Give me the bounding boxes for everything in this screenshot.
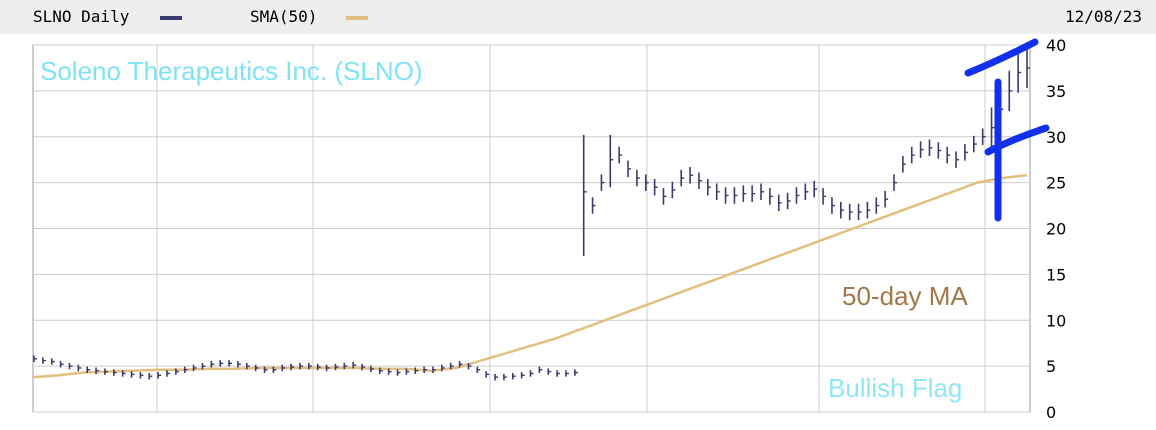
sma-series bbox=[33, 174, 1028, 379]
y-tick-label: 15 bbox=[1046, 265, 1066, 284]
y-tick-label: 0 bbox=[1046, 403, 1056, 422]
chart-title-annotation: Soleno Therapeutics Inc. (SLNO) bbox=[40, 56, 422, 86]
chart-header-bar bbox=[0, 0, 1156, 34]
pattern-annotation: Bullish Flag bbox=[828, 373, 962, 403]
sma-legend-swatch bbox=[346, 16, 368, 20]
price-bars bbox=[33, 47, 1030, 381]
sma-legend-label: SMA(50) bbox=[250, 7, 318, 26]
flag-bottom-line bbox=[984, 124, 1050, 156]
y-tick-label: 10 bbox=[1046, 311, 1066, 330]
flag-top-line bbox=[964, 38, 1039, 77]
chart-grid bbox=[32, 44, 1031, 413]
ma-annotation: 50-day MA bbox=[842, 281, 968, 311]
chart-date: 12/08/23 bbox=[1064, 7, 1142, 26]
y-tick-label: 5 bbox=[1046, 357, 1056, 376]
y-tick-label: 25 bbox=[1046, 174, 1066, 193]
y-tick-label: 30 bbox=[1046, 128, 1066, 147]
price-series-legend-swatch bbox=[160, 16, 182, 20]
y-axis-ticks: 0 5 10 15 20 25 30 35 40 bbox=[1046, 36, 1066, 422]
price-series-legend-label: SLNO Daily bbox=[33, 7, 130, 26]
y-tick-label: 20 bbox=[1046, 220, 1066, 239]
y-tick-label: 35 bbox=[1046, 82, 1066, 101]
y-tick-label: 40 bbox=[1046, 36, 1066, 55]
sma-line bbox=[33, 174, 1028, 379]
bullish-flag-drawing bbox=[964, 38, 1050, 222]
